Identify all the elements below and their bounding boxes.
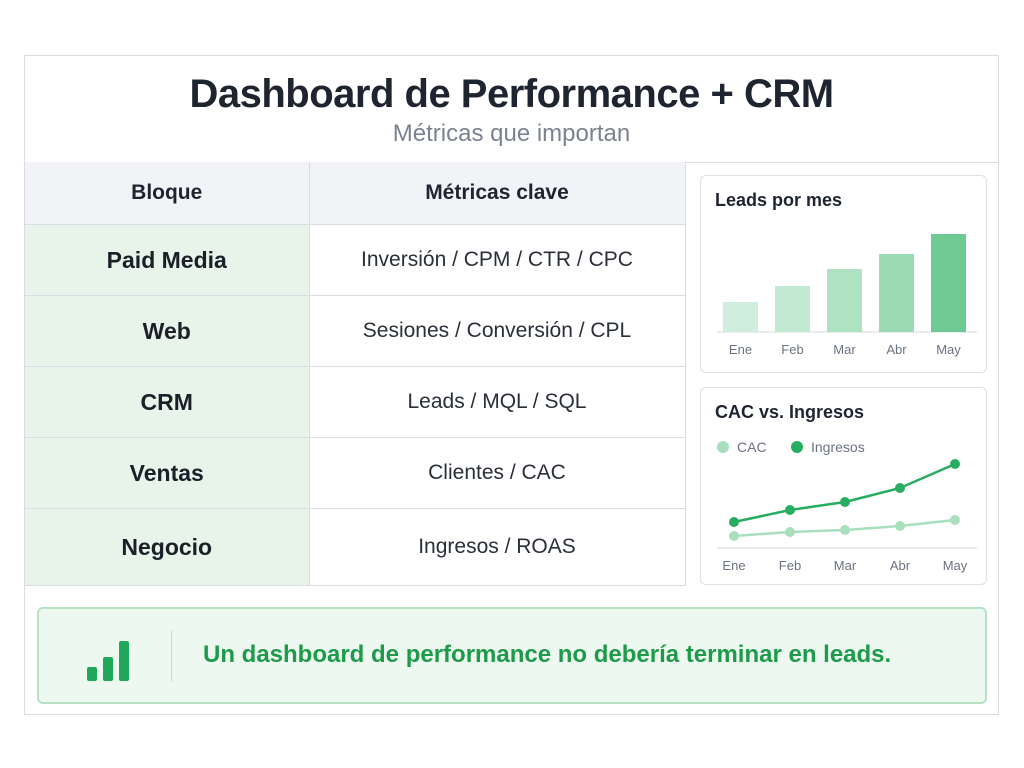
- bar-ene: [723, 302, 758, 332]
- block-cell: CRM: [25, 366, 310, 438]
- legend-label-cac: CAC: [737, 439, 767, 455]
- table-header-row: Bloque Métricas clave: [25, 162, 686, 225]
- point-cac-abr: [895, 521, 905, 531]
- metrics-table: Bloque Métricas clave Paid Media Inversi…: [25, 162, 686, 586]
- block-cell: Ventas: [25, 437, 310, 509]
- point-cac-may: [950, 515, 960, 525]
- x-tick-label: May: [936, 342, 961, 357]
- bar-chart-icon: [87, 641, 129, 681]
- point-cac-mar: [840, 525, 850, 535]
- point-ingresos-abr: [895, 483, 905, 493]
- bar-abr: [879, 254, 914, 332]
- legend-marker-cac: [717, 441, 729, 453]
- header: Dashboard de Performance + CRM Métricas …: [25, 56, 998, 163]
- x-tick-label: Abr: [890, 558, 911, 573]
- column-header-block: Bloque: [25, 162, 310, 225]
- page-subtitle: Métricas que importan: [392, 120, 631, 147]
- table-row: Paid Media Inversión / CPM / CTR / CPC: [25, 224, 686, 296]
- column-header-metrics: Métricas clave: [308, 162, 686, 225]
- x-tick-label: Feb: [781, 342, 803, 357]
- banner-divider: [171, 631, 172, 681]
- metrics-cell: Sesiones / Conversión / CPL: [308, 295, 686, 367]
- bar-feb: [775, 286, 810, 332]
- table-row: Web Sesiones / Conversión / CPL: [25, 295, 686, 367]
- x-tick-label: Mar: [834, 558, 857, 573]
- x-tick-label: Abr: [886, 342, 907, 357]
- metrics-cell: Inversión / CPM / CTR / CPC: [308, 224, 686, 296]
- point-cac-feb: [785, 527, 795, 537]
- point-ingresos-may: [950, 459, 960, 469]
- metrics-cell: Ingresos / ROAS: [308, 508, 686, 586]
- chart-title: Leads por mes: [715, 190, 843, 210]
- block-cell: Web: [25, 295, 310, 367]
- bar-mar: [827, 269, 862, 332]
- message-banner: Un dashboard de performance no debería t…: [37, 607, 987, 704]
- x-tick-label: Ene: [729, 342, 752, 357]
- series-line-ingresos: [733, 462, 956, 524]
- page-title: Dashboard de Performance + CRM: [189, 72, 834, 116]
- x-tick-label: Ene: [722, 558, 745, 573]
- block-cell: Negocio: [25, 508, 310, 586]
- point-ingresos-feb: [785, 505, 795, 515]
- leads-bar-chart-card: Leads por mes Ene Feb Mar Abr May: [700, 175, 987, 373]
- metrics-cell: Leads / MQL / SQL: [308, 366, 686, 438]
- leads-bar-chart: Ene Feb Mar Abr May: [717, 234, 977, 357]
- block-cell: Paid Media: [25, 224, 310, 296]
- cac-line-chart: CAC Ingresos Ene Feb Mar Abr May: [717, 439, 977, 573]
- table-row: Negocio Ingresos / ROAS: [25, 508, 686, 586]
- banner-message: Un dashboard de performance no debería t…: [203, 641, 892, 668]
- cac-line-chart-card: CAC vs. Ingresos CAC Ingresos Ene Feb Mar Abr…: [700, 387, 987, 585]
- point-ingresos-mar: [840, 497, 850, 507]
- legend-marker-ingresos: [791, 441, 803, 453]
- x-tick-label: Mar: [833, 342, 856, 357]
- point-ingresos-ene: [729, 517, 739, 527]
- chart-title: CAC vs. Ingresos: [715, 402, 865, 422]
- point-cac-ene: [729, 531, 739, 541]
- x-tick-label: Feb: [779, 558, 801, 573]
- table-row: CRM Leads / MQL / SQL: [25, 366, 686, 438]
- metrics-cell: Clientes / CAC: [308, 437, 686, 509]
- legend-label-ingresos: Ingresos: [811, 439, 865, 455]
- bar-may: [931, 234, 966, 332]
- table-row: Ventas Clientes / CAC: [25, 437, 686, 509]
- x-tick-label: May: [943, 558, 968, 573]
- dashboard-frame: Dashboard de Performance + CRM Métricas …: [24, 55, 999, 715]
